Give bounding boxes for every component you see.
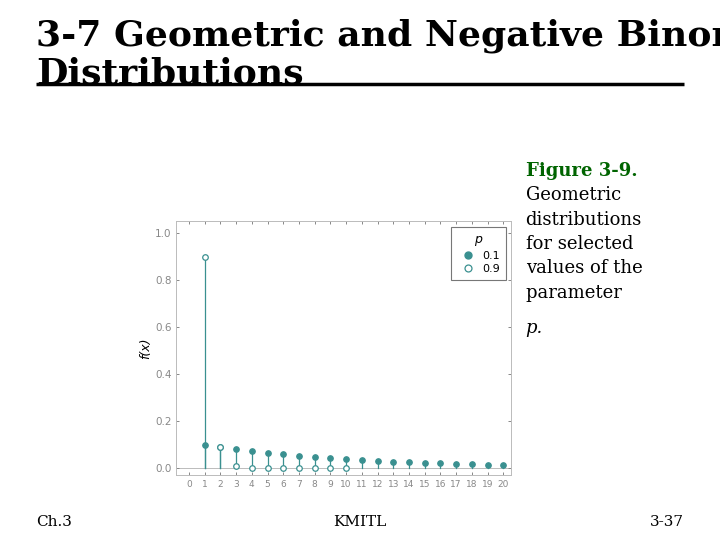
Text: Geometric
distributions
for selected
values of the
parameter: Geometric distributions for selected val… — [526, 186, 642, 301]
Text: 3-7 Geometric and Negative Binomial: 3-7 Geometric and Negative Binomial — [36, 19, 720, 53]
Text: Distributions: Distributions — [36, 57, 304, 91]
Y-axis label: f(x): f(x) — [139, 338, 152, 359]
Legend: 0.1, 0.9: 0.1, 0.9 — [451, 227, 505, 280]
Text: 3-37: 3-37 — [650, 515, 684, 529]
Text: p.: p. — [526, 319, 543, 336]
Text: Figure 3-9.: Figure 3-9. — [526, 162, 637, 180]
Text: Ch.3: Ch.3 — [36, 515, 72, 529]
Text: KMITL: KMITL — [333, 515, 387, 529]
